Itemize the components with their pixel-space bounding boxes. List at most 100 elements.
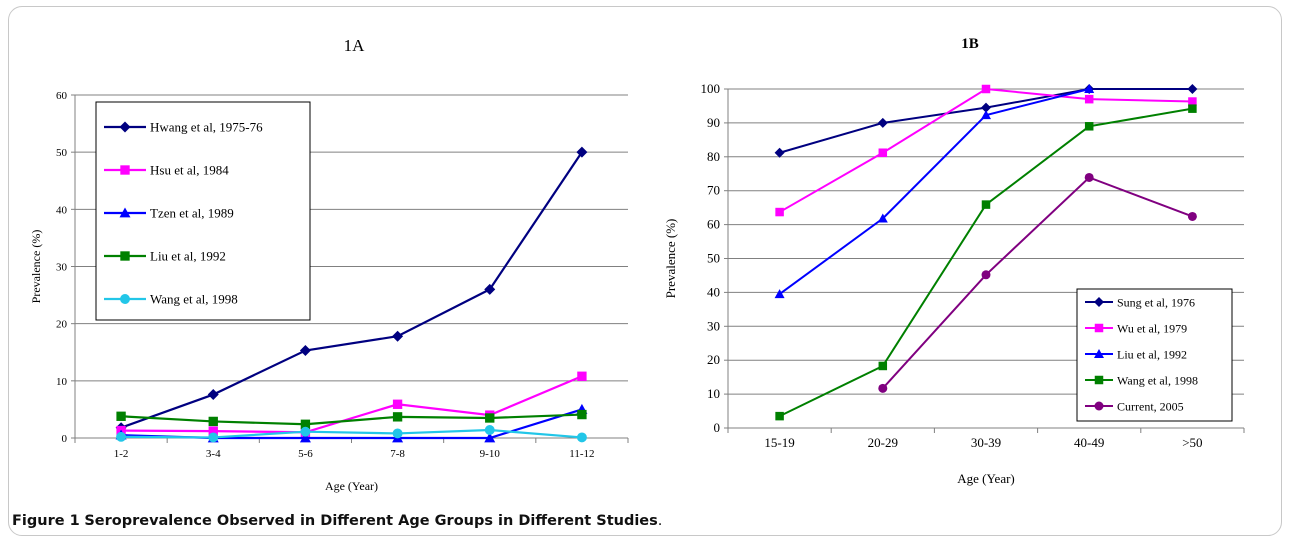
y-tick-label: 20 [707, 352, 720, 367]
data-point [576, 432, 587, 443]
data-point [300, 426, 311, 437]
legend-label: Wu et al, 1979 [1117, 322, 1187, 336]
data-point [878, 383, 888, 393]
series-line [121, 413, 582, 426]
x-tick-label: 7-8 [390, 448, 405, 460]
data-point [1084, 84, 1095, 93]
x-tick-label: 20-29 [868, 435, 898, 450]
data-point [116, 431, 127, 442]
data-point [392, 330, 404, 342]
legend-item-wang-et-al-1998: Wang et al, 1998 [104, 292, 238, 307]
legend-marker [119, 121, 131, 133]
legend-marker [120, 294, 130, 304]
legend-item-liu-et-al-1992: Liu et al, 1992 [104, 249, 226, 264]
data-point [878, 361, 888, 371]
x-tick-label: 1-2 [114, 448, 129, 460]
data-point [208, 426, 218, 436]
y-tick-label: 0 [62, 433, 68, 445]
data-point [392, 399, 403, 409]
series-sung-et-al-1976 [774, 84, 1198, 158]
figure-caption: Figure 1 Seroprevalence Observed in Diff… [12, 513, 662, 529]
legend-label: Liu et al, 1992 [150, 249, 226, 264]
y-tick-label: 80 [707, 149, 720, 164]
legend-marker [1094, 401, 1104, 411]
y-tick-label: 50 [707, 251, 720, 266]
legend-item-current-2005: Current, 2005 [1085, 400, 1184, 414]
y-tick-label: 60 [56, 90, 68, 102]
caption-text: Seroprevalence Observed in Different Age… [84, 513, 658, 529]
series-line [121, 375, 583, 434]
data-point [1084, 172, 1094, 182]
legend-marker [1094, 323, 1104, 333]
data-point [1188, 104, 1197, 113]
data-point [484, 425, 495, 435]
legend-label: Hsu et al, 1984 [150, 163, 229, 178]
y-tick-label: 10 [707, 386, 720, 401]
legend-item-tzen-et-al-1989: Tzen et al, 1989 [104, 206, 234, 221]
x-axis-label: Age (Year) [957, 471, 1015, 486]
data-point [981, 102, 991, 113]
x-tick-label: 40-49 [1074, 435, 1104, 450]
series-wu-et-al-1979 [775, 84, 1197, 217]
legend-label: Liu et al, 1992 [1117, 348, 1187, 362]
legend-label: Wang et al, 1998 [150, 292, 238, 307]
data-point [878, 148, 888, 157]
data-point [577, 409, 587, 420]
data-point [208, 432, 219, 443]
data-point [300, 419, 311, 429]
x-tick-label: 9-10 [480, 448, 501, 460]
data-point [775, 207, 784, 217]
y-axis-label: Prevalence (%) [29, 230, 43, 304]
data-point [485, 413, 495, 423]
legend-marker [120, 165, 130, 175]
y-tick-label: 100 [701, 81, 721, 96]
series-liu-et-al-1992 [116, 409, 587, 429]
y-axis-label: Prevalence (%) [663, 219, 678, 299]
series-wang-et-al-1998 [775, 104, 1197, 421]
series-current-2005 [878, 172, 1197, 393]
series-wang-et-al-1998 [116, 425, 587, 443]
data-point [981, 270, 991, 280]
legend-item-wu-et-al-1979: Wu et al, 1979 [1085, 322, 1187, 336]
data-point [484, 432, 496, 443]
x-tick-label: 30-39 [971, 435, 1001, 450]
y-tick-label: 30 [707, 318, 720, 333]
data-point [1084, 94, 1094, 104]
series-line [779, 88, 1193, 154]
legend-marker [1094, 297, 1104, 307]
data-point [207, 389, 219, 401]
legend-marker [120, 251, 130, 261]
x-tick-label: 3-4 [206, 448, 221, 460]
legend-label: Sung et al, 1976 [1117, 296, 1195, 310]
legend-item-hsu-et-al-1984: Hsu et al, 1984 [104, 163, 229, 178]
y-tick-label: 40 [56, 204, 68, 216]
data-point [877, 213, 888, 223]
series-line [779, 88, 1090, 295]
x-tick-label: 5-6 [298, 448, 313, 460]
data-point [392, 428, 403, 439]
y-tick-label: 50 [56, 147, 68, 159]
chart-1a: 1A 0 10 20 30 40 50 60 1-2 3-4 5-6 7-8 9-10 11-12 Age … [29, 36, 629, 493]
legend-label: Wang et al, 1998 [1117, 374, 1198, 388]
caption-end: . [657, 513, 663, 529]
x-tick-label: >50 [1182, 435, 1202, 450]
data-point [981, 200, 991, 209]
y-tick-label: 40 [707, 284, 720, 299]
data-point [981, 84, 991, 94]
data-point [576, 146, 588, 158]
legend-item-liu-et-al-1992: Liu et al, 1992 [1085, 348, 1187, 362]
y-tick-label: 0 [714, 420, 721, 435]
legend-label: Hwang et al, 1975-76 [150, 120, 263, 135]
data-point [299, 345, 311, 357]
data-point [299, 432, 311, 443]
figure-label: Figure 1 [12, 513, 80, 529]
legend-item-wang-et-al-1998: Wang et al, 1998 [1085, 374, 1198, 388]
y-tick-label: 70 [707, 183, 720, 198]
legend-marker [1094, 375, 1104, 385]
y-tick-label: 30 [56, 262, 68, 274]
series-line [121, 408, 583, 440]
legend: Sung et al, 1976 Wu et al, 1979 Liu et al,… [1076, 288, 1233, 422]
data-point [774, 147, 785, 158]
data-point [116, 411, 126, 421]
data-point [877, 117, 888, 128]
